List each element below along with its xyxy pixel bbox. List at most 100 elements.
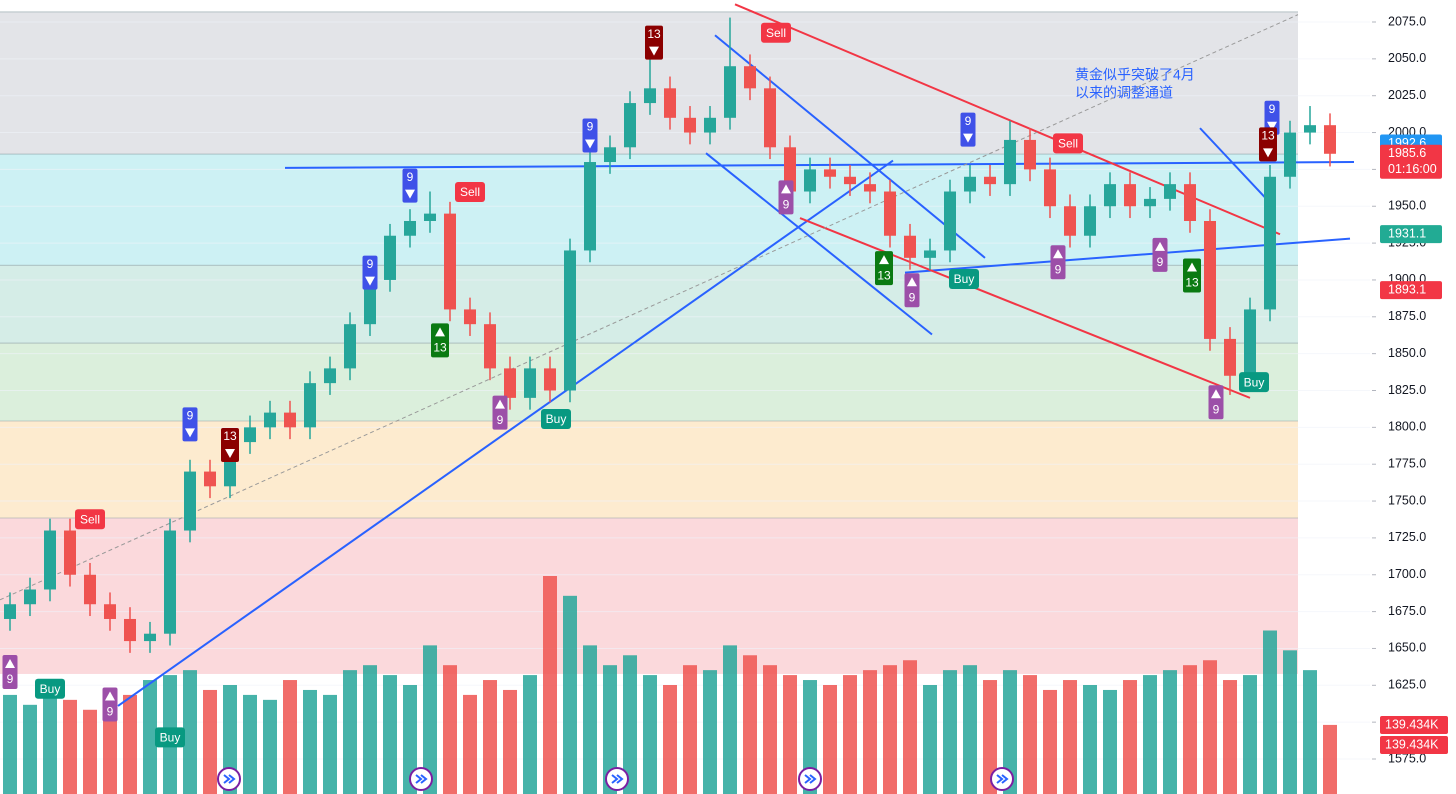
signal-box [35,678,65,699]
volume-bar [903,660,917,794]
signal: Buy [541,408,571,429]
signal: 9 [1152,237,1168,272]
candle-body [1184,184,1196,221]
trend-line [117,159,894,707]
candle-body [764,88,776,148]
y-tick-label: 1825.0 [1388,383,1426,397]
signal: Sell [75,509,105,530]
signal-box [182,407,198,442]
signal: 13 [645,25,663,60]
event-icon[interactable] [217,767,241,791]
signal-arrow [1187,262,1197,272]
signal-box [402,168,418,203]
signal-label: 13 [647,27,661,41]
candle-body [1104,184,1116,207]
volume-bar [203,689,217,794]
signal-box [1053,133,1083,154]
signal-arrow [495,399,505,409]
candle-body [464,309,476,325]
volume-bar [983,680,997,794]
signal-box [455,181,485,202]
price-marker [1380,225,1442,244]
signal-arrow [225,449,235,459]
candle-body [1264,176,1276,310]
candle-body [64,530,76,575]
candle-body [684,117,696,133]
candle-body [424,213,436,221]
volume-bar [403,685,417,794]
volume-bar [483,680,497,794]
signal-arrow [405,189,415,199]
event-icon[interactable] [605,767,629,791]
candle-body [504,368,516,398]
signal-label: 9 [965,114,972,128]
volume-bar [843,675,857,794]
volume-bar [1203,660,1217,794]
signal-box [875,251,893,286]
signal-label: 13 [877,268,891,282]
signal-box [1183,258,1201,293]
signal-box [431,323,449,358]
event-icon[interactable] [409,767,433,791]
candle-body [564,250,576,391]
candle-body [404,220,416,236]
volume-marker-label: 139.434K [1385,737,1439,751]
volume-bar [883,665,897,794]
signal-arrow [879,255,889,265]
candle-body [124,618,136,642]
event-icon[interactable] [990,767,1014,791]
signal: 9 [582,118,598,153]
signal-label: 9 [1157,255,1164,269]
volume-bar [1283,650,1297,794]
signal-arrow [185,428,195,438]
signal-arrow [1267,121,1277,131]
volume-bar [703,670,717,794]
event-icon[interactable] [798,767,822,791]
volume-bar [803,680,817,794]
volume-bar [1303,670,1317,794]
signal: 9 [2,655,18,690]
signal: Buy [155,727,185,748]
y-tick-label: 1700.0 [1388,567,1426,581]
volume-bar [103,714,117,794]
candle-body [1324,125,1336,154]
signal-label: 9 [187,409,194,423]
volume-bar [683,665,697,794]
signal-box [960,112,976,147]
volume-bar [243,694,257,794]
candle-body [904,235,916,258]
signal: 9 [182,407,198,442]
candle-body [804,169,816,192]
candle-body [244,427,256,443]
signal-label: 13 [433,341,447,355]
signal-label: 9 [1055,262,1062,276]
signal-box [1264,100,1280,135]
trend-line [284,161,1355,169]
volume-bar [223,685,237,794]
zone [0,518,1298,674]
volume-bar [943,670,957,794]
trend-line [799,217,1251,399]
candle-body [1124,184,1136,207]
background [0,11,1370,760]
volume-bar [523,675,537,794]
volume-bar [1043,689,1057,794]
candle-body [624,103,636,148]
signal-arrow [781,184,791,194]
candle-body [264,412,276,428]
signal-box [155,727,185,748]
signal-arrow [963,133,973,143]
price-marker [1380,144,1442,179]
signal: Sell [761,22,791,43]
signal-label: Buy [40,682,61,696]
signal-arrow [365,276,375,286]
volume-bar [1263,630,1277,794]
signal: 9 [492,395,508,430]
volume-bar [423,645,437,794]
candle-body [384,235,396,280]
candle-body [344,324,356,369]
signal-box [2,655,18,690]
volume-bar [563,595,577,794]
candle-body [1064,206,1076,236]
